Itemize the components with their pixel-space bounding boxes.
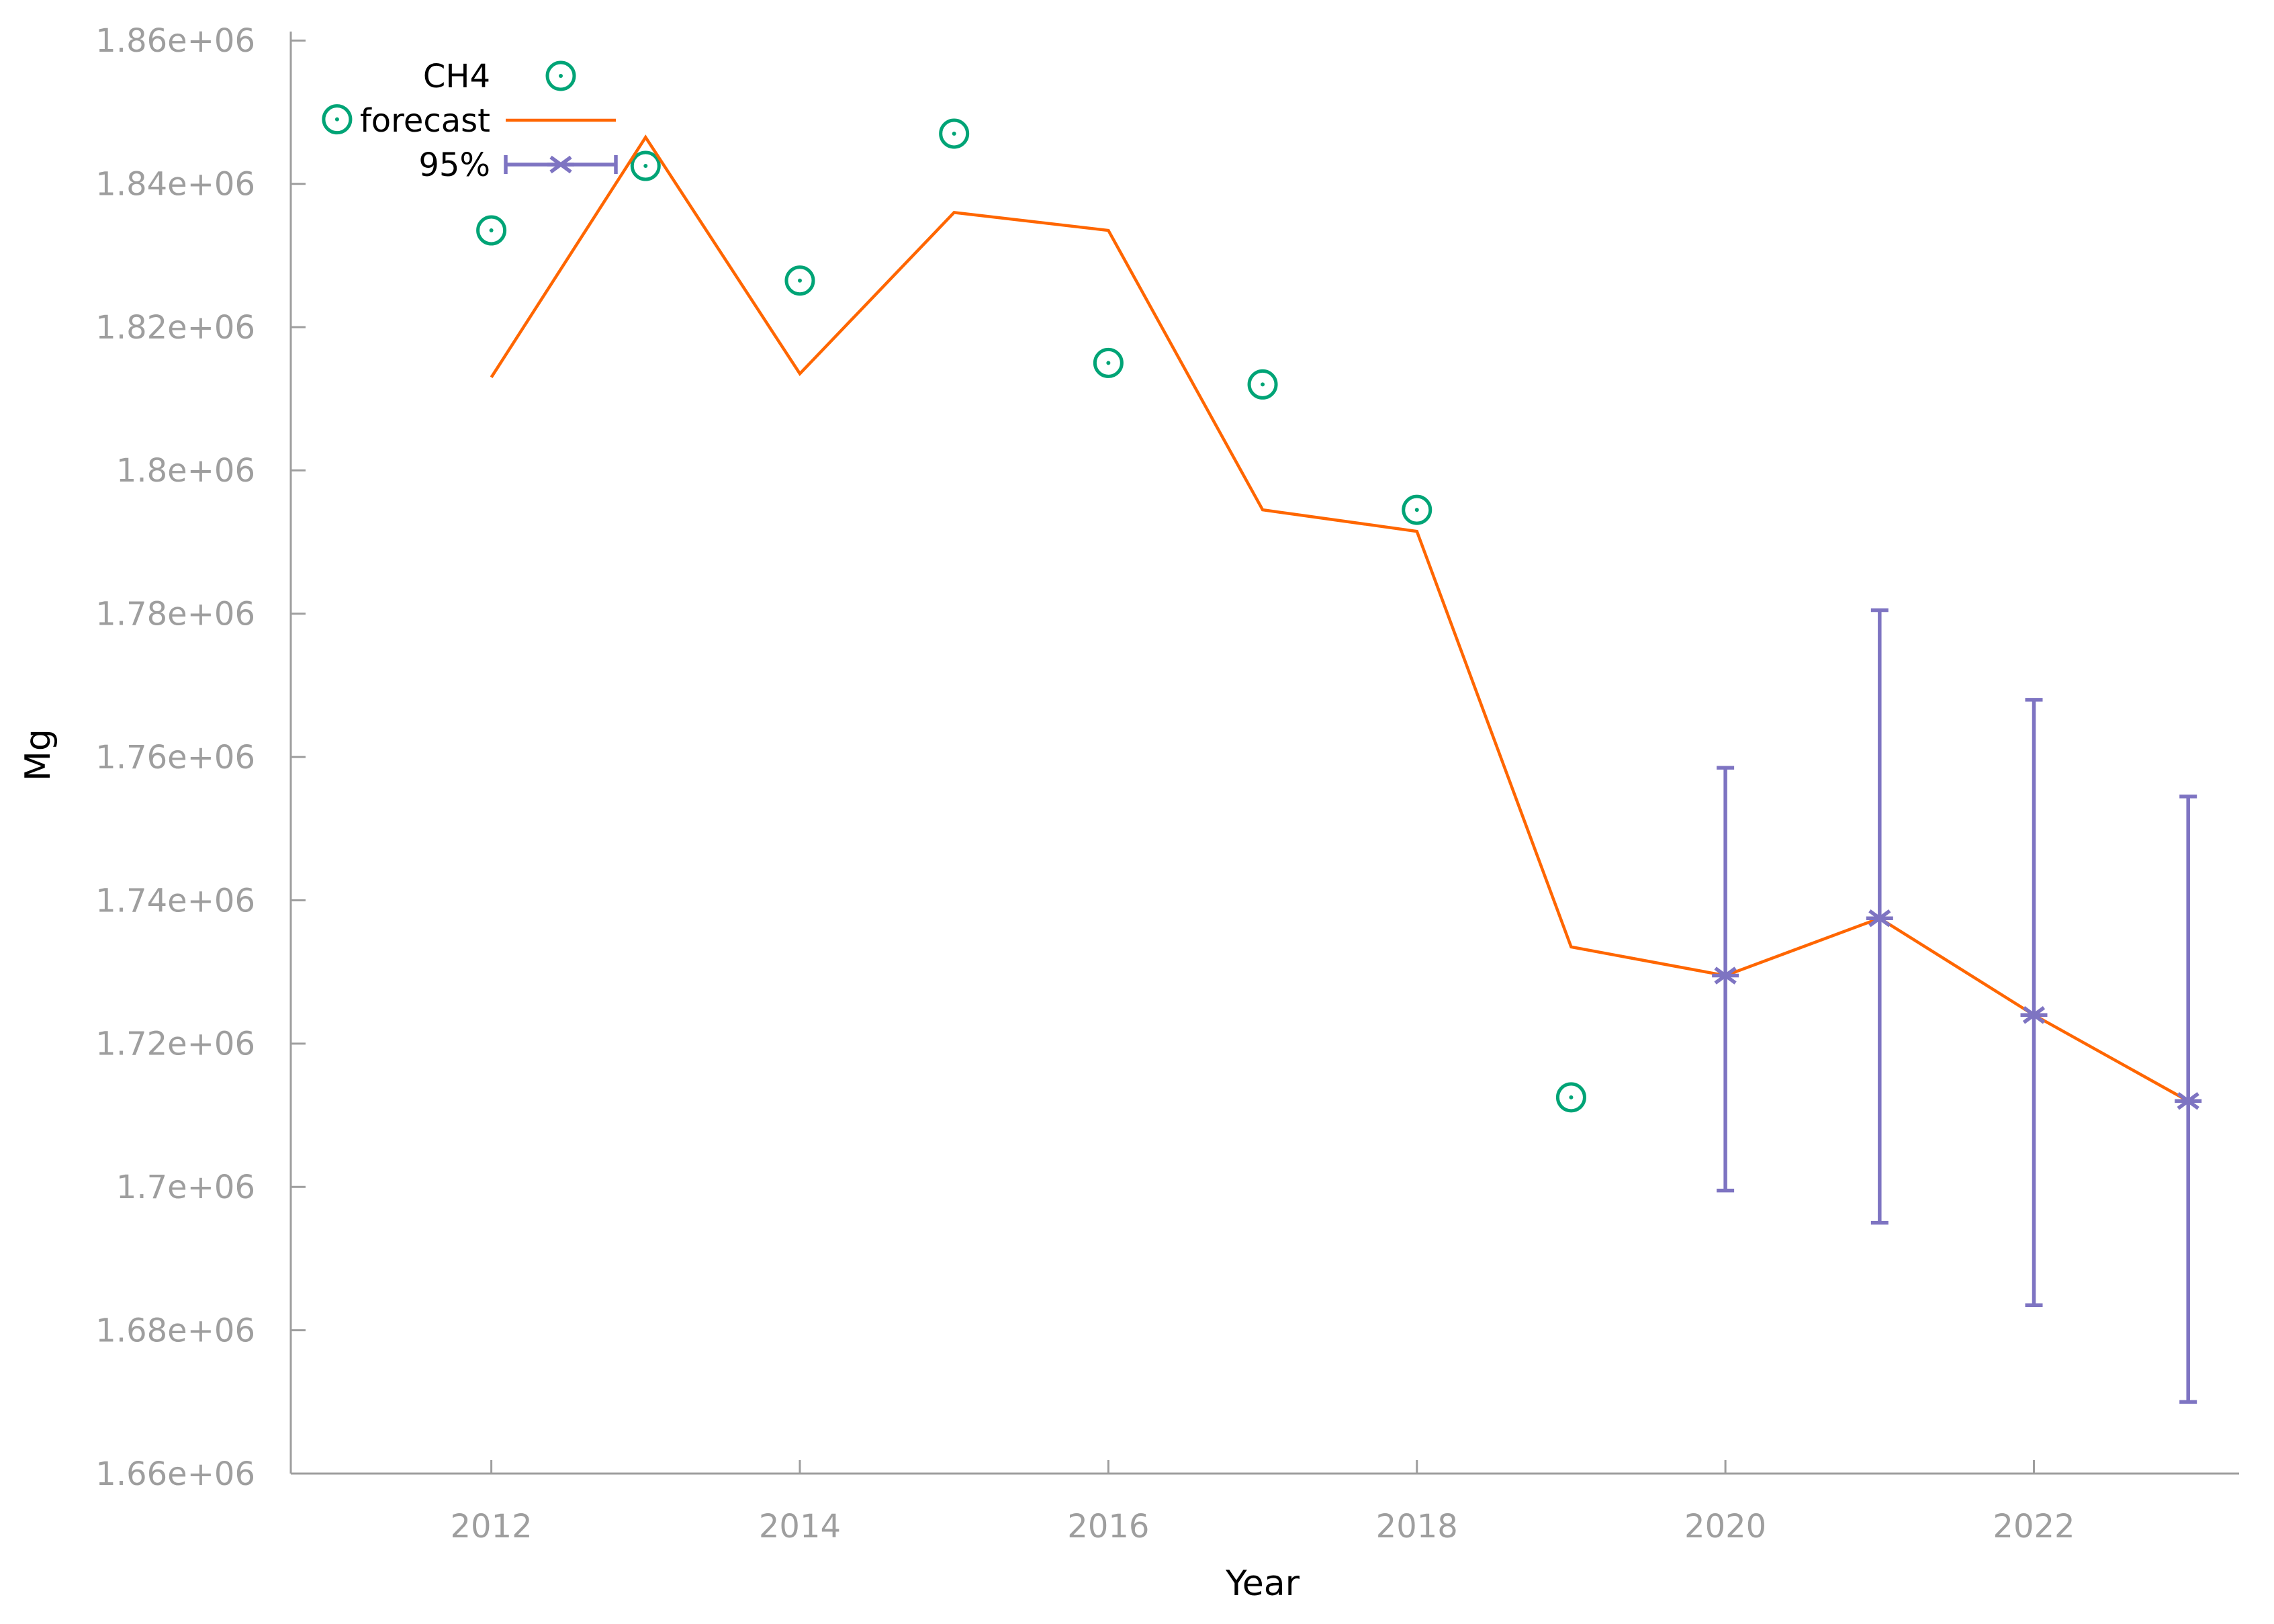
legend-label-forecast: forecast bbox=[360, 102, 490, 140]
x-tick-label: 2014 bbox=[759, 1508, 841, 1545]
y-tick-label: 1.8e+06 bbox=[116, 452, 255, 490]
error-bar-marker bbox=[2177, 1092, 2199, 1110]
y-tick-label: 1.86e+06 bbox=[95, 22, 255, 60]
ch4-point bbox=[784, 265, 815, 296]
ch4-point bbox=[1247, 369, 1278, 400]
y-tick-label: 1.72e+06 bbox=[95, 1026, 255, 1063]
ch4-point bbox=[1093, 347, 1124, 378]
x-tick-label: 2018 bbox=[1376, 1508, 1458, 1545]
ch4-point-dot bbox=[797, 278, 802, 283]
legend-sample-95-marker bbox=[549, 155, 572, 174]
x-tick-label: 2012 bbox=[451, 1508, 533, 1545]
ch4-point-dot bbox=[1414, 508, 1419, 512]
legend-marker-ch4 bbox=[545, 60, 576, 91]
ch4-point-dot bbox=[489, 228, 494, 233]
legend: CH4 forecast 95% bbox=[360, 58, 618, 184]
y-tick-label: 1.82e+06 bbox=[95, 309, 255, 347]
x-tick-label: 2020 bbox=[1684, 1508, 1766, 1545]
ch4-point-dot bbox=[952, 132, 956, 136]
error-bar-marker bbox=[2022, 1006, 2046, 1024]
y-tick-label: 1.7e+06 bbox=[116, 1169, 255, 1206]
ch4-point-dot bbox=[334, 117, 339, 122]
y-tick-label: 1.76e+06 bbox=[95, 739, 255, 776]
series-layer bbox=[322, 104, 2202, 1404]
ch4-point-dot bbox=[1261, 382, 1265, 387]
error-bar-marker bbox=[1868, 909, 1891, 928]
y-tick-label: 1.66e+06 bbox=[95, 1455, 255, 1493]
ch4-point bbox=[939, 118, 970, 149]
legend-marker-ch4-dot bbox=[559, 74, 563, 78]
ch4-point bbox=[630, 150, 661, 181]
y-tick-label: 1.74e+06 bbox=[95, 882, 255, 919]
x-tick-label: 2016 bbox=[1067, 1508, 1149, 1545]
error-bar-marker bbox=[1714, 966, 1737, 985]
x-tick-label: 2022 bbox=[1993, 1508, 2075, 1545]
ch4-point bbox=[322, 104, 353, 135]
ch4-point bbox=[1402, 494, 1432, 525]
ch4-point bbox=[1555, 1082, 1586, 1113]
ch4-point bbox=[476, 215, 507, 246]
ch4-point-dot bbox=[1106, 361, 1111, 365]
legend-label-ch4: CH4 bbox=[423, 58, 490, 95]
x-axis-title: Year bbox=[1225, 1564, 1300, 1604]
y-tick-label: 1.68e+06 bbox=[95, 1312, 255, 1349]
y-axis-title: Mg bbox=[18, 729, 58, 781]
axes-layer: 1.86e+06 1.84e+06 1.82e+06 1.8e+06 1.78e+06 1… bbox=[95, 22, 2239, 1545]
y-tick-label: 1.84e+06 bbox=[95, 166, 255, 204]
ch4-point-dot bbox=[1569, 1095, 1574, 1099]
forecast-line bbox=[490, 134, 2189, 1103]
legend-label-95%: 95% bbox=[418, 146, 490, 184]
y-tick-label: 1.78e+06 bbox=[95, 596, 255, 633]
ch4-point-dot bbox=[643, 164, 648, 169]
